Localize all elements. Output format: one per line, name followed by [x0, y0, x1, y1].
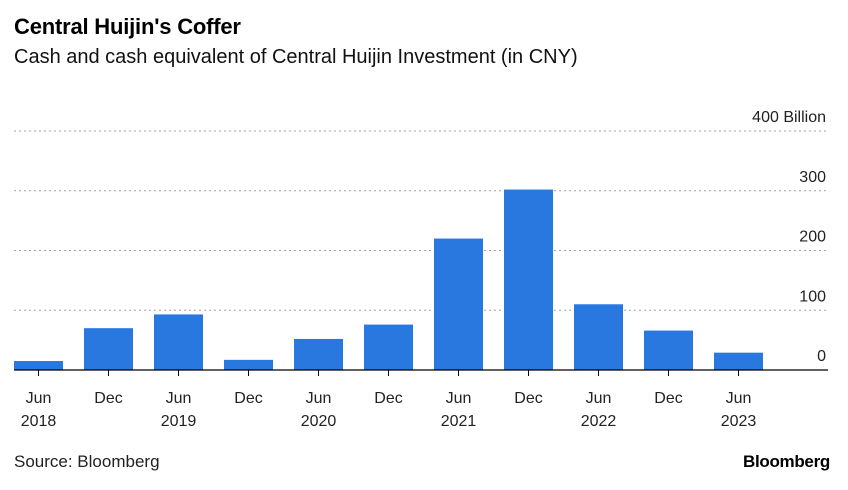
bar — [14, 361, 63, 370]
bar — [364, 324, 413, 370]
y-tick-label: 200 — [799, 229, 826, 246]
source-note: Source: Bloomberg — [14, 452, 160, 471]
y-tick-label: 0 — [817, 348, 826, 365]
x-tick-label: Jun — [26, 390, 52, 407]
chart-title: Central Huijin's Coffer — [14, 14, 241, 39]
x-tick-label: Jun — [586, 390, 612, 407]
bar — [644, 330, 693, 370]
bloomberg-logo: Bloomberg — [742, 452, 830, 471]
x-tick-label: Dec — [234, 390, 262, 407]
chart-subtitle: Cash and cash equivalent of Central Huij… — [14, 46, 578, 68]
bar — [574, 304, 623, 370]
x-tick-label: Jun — [166, 390, 192, 407]
x-tick-year-label: 2022 — [581, 413, 617, 430]
bar — [504, 189, 553, 370]
x-tick-year-label: 2018 — [21, 413, 57, 430]
bar — [434, 238, 483, 370]
bar — [154, 314, 203, 370]
x-tick-label: Jun — [726, 390, 752, 407]
bar — [84, 328, 133, 370]
x-tick-label: Dec — [654, 390, 682, 407]
x-tick-label: Dec — [94, 390, 122, 407]
y-tick-label: 100 — [799, 288, 826, 305]
x-tick-year-label: 2020 — [301, 413, 337, 430]
bar — [224, 359, 273, 370]
x-tick-label: Dec — [514, 390, 542, 407]
y-tick-label: 400 Billion — [752, 109, 826, 126]
x-tick-label: Dec — [374, 390, 402, 407]
bar — [294, 338, 343, 370]
x-tick-year-label: 2019 — [161, 413, 197, 430]
x-tick-label: Jun — [306, 390, 332, 407]
x-tick-year-label: 2023 — [721, 413, 757, 430]
bar — [714, 352, 763, 370]
x-tick-label: Jun — [446, 390, 472, 407]
x-tick-year-label: 2021 — [441, 413, 477, 430]
y-tick-label: 300 — [799, 169, 826, 186]
